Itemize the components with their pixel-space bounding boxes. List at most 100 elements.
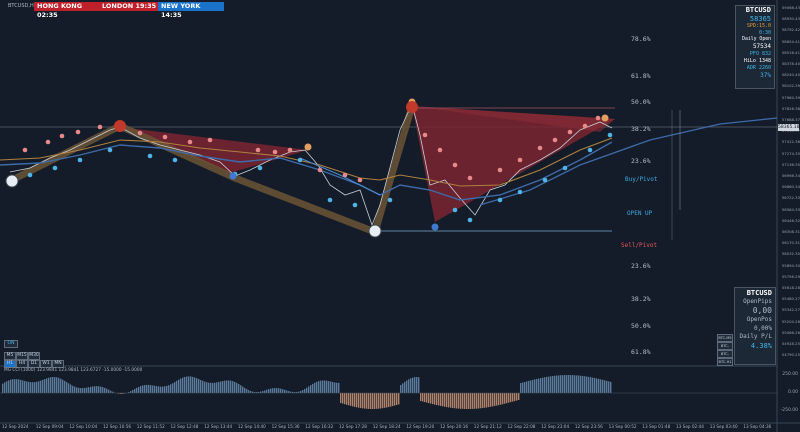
info-price: 58365 <box>749 15 771 23</box>
cci-histogram <box>2 375 612 409</box>
price-axis-label: 59068.43 <box>781 5 800 10</box>
timeframe-button-m5[interactable]: M5 <box>4 352 16 360</box>
timeframe-button-h4[interactable]: H4 <box>16 360 28 368</box>
time-axis-label: 12 Sep 15:36 <box>271 424 300 429</box>
price-axis-label: 56722.33 <box>781 195 800 201</box>
price-axis[interactable]: 59068.43 58930.43 58792.42 58654.41 58516.41… <box>777 0 800 366</box>
osc-axis-top: 250.00 <box>782 372 798 377</box>
pl-open-pips-label: OpenPips <box>743 298 772 305</box>
on-button[interactable]: ON <box>4 340 18 348</box>
time-axis-label: 12 Sep 14:40 <box>237 424 266 429</box>
price-axis-label: 55342.27 <box>781 307 800 313</box>
price-axis-label: 55066.26 <box>781 329 800 335</box>
time-axis-label: 12 Sep 23:04 <box>541 424 570 429</box>
info-spread: SPD:15.0 <box>746 23 771 29</box>
timeframe-button-m30[interactable]: M30 <box>28 352 40 360</box>
price-axis-label: 56170.31 <box>781 240 800 246</box>
side-button-m15[interactable]: BTC-M15 <box>717 342 733 354</box>
info-pfo: PFO 832 <box>749 51 771 57</box>
time-axis-label: 12 Sep 13:44 <box>204 424 233 429</box>
info-panel: BTCUSD 58365 SPD:15.0 0:30 Daily Open 57… <box>735 5 775 89</box>
pattern-triangle-right <box>412 106 615 222</box>
timeframe-button-w1[interactable]: W1 <box>40 360 52 368</box>
price-axis-label: 55204.26 <box>781 318 800 324</box>
time-axis-label: 12 Sep 11:52 <box>136 424 165 429</box>
time-axis-label: 13 Sep 04:36 <box>743 424 772 429</box>
ma-gold <box>0 137 613 187</box>
pattern-triangle-left <box>120 127 308 173</box>
time-axis-label: 13 Sep 00:52 <box>608 424 637 429</box>
session-hongkong: HONG KONG 02:35 <box>34 2 102 19</box>
session-london: LONDON 19:35 <box>99 2 161 11</box>
time-axis-label: 12 Sep 17:28 <box>339 424 367 429</box>
pattern-point-a <box>114 120 126 132</box>
price-axis-label: 55480.27 <box>781 296 800 302</box>
ma-blue-short <box>299 157 381 196</box>
time-axis-label: 12 Sep 16:32 <box>305 424 334 429</box>
fib-38-low: 38.2% <box>631 295 651 303</box>
pattern-point-x <box>5 174 19 188</box>
price-axis-label: 58102.39 <box>781 83 800 89</box>
price-axis-label: 56860.34 <box>781 184 800 190</box>
fib-23: 23.6% <box>631 157 651 165</box>
price-axis-label: 56998.34 <box>781 173 800 178</box>
pl-daily-label: Daily P/L <box>739 333 772 340</box>
pl-open-pips: 0,00 <box>752 306 772 315</box>
info-adr: ADR 2260 <box>746 65 771 71</box>
price-axis-label: 58930.43 <box>781 16 800 22</box>
time-axis-label: 12 Sep 2024 <box>2 424 29 429</box>
price-axis-label: 54790.25 <box>781 352 800 358</box>
indicator-label: MG CCI (1000) 123.9841 123.9841 123.6727… <box>4 368 143 373</box>
pl-symbol: BTCUSD <box>746 289 772 297</box>
price-axis-label: 54928.25 <box>781 341 800 346</box>
time-axis-label: 13 Sep 03:40 <box>709 424 738 429</box>
price-axis-label: 58792.42 <box>781 27 800 33</box>
time-axis[interactable]: 12 Sep 2024 12 Sep 09:04 12 Sep 10:04 12 Se… <box>0 423 777 432</box>
timeframe-button-m15[interactable]: M15 <box>16 352 28 360</box>
info-adr-pct: 37% <box>760 72 771 79</box>
price-axis-label: 56032.30 <box>781 251 800 257</box>
fib-78: 78.6% <box>631 35 651 43</box>
side-button-h1[interactable]: BTC-H1 <box>717 358 733 366</box>
time-axis-label: 12 Sep 19:20 <box>406 424 435 429</box>
time-axis-label: 12 Sep 23:56 <box>574 424 603 429</box>
fractal-markers <box>22 98 613 231</box>
fib-38: 38.2% <box>631 125 651 133</box>
price-axis-label: 57412.36 <box>781 139 800 145</box>
price-axis-label: 57826.38 <box>781 105 800 111</box>
timeframe-button-h1[interactable]: H1 <box>4 360 16 368</box>
price-axis-label: 58654.41 <box>781 38 800 44</box>
time-axis-label: 12 Sep 21:12 <box>473 424 502 429</box>
time-axis-label: 12 Sep 12:48 <box>170 424 199 429</box>
ma-blue <box>0 141 613 201</box>
fib-61: 61.8% <box>631 72 651 80</box>
pattern-point-c <box>406 101 418 113</box>
timeframe-button-mn[interactable]: MN <box>52 360 64 368</box>
info-hilo: HiLo 1348 <box>743 58 771 64</box>
info-daily-open-label: Daily Open <box>742 37 771 42</box>
fib-61-low: 61.8% <box>631 348 651 356</box>
pl-open-pos-label: OpenPos <box>746 316 772 323</box>
time-axis-label: 12 Sep 18:24 <box>372 424 401 429</box>
current-price-tag: 58365.18 <box>778 124 800 131</box>
info-symbol: BTCUSD <box>745 6 771 14</box>
timeframe-button-d1[interactable]: D1 <box>28 360 40 368</box>
open-up-label: OPEN UP <box>627 210 653 217</box>
price-axis-label: 58516.41 <box>781 49 800 55</box>
time-axis-label: 13 Sep 02:44 <box>676 424 704 429</box>
time-axis-label: 13 Sep 01:48 <box>642 424 671 429</box>
price-axis-label: 57688.37 <box>781 117 800 122</box>
sell-pivot-label: Sell/Pivot <box>621 242 658 249</box>
price-axis-label: 57964.39 <box>781 94 800 100</box>
pattern-leg <box>10 105 416 237</box>
price-axis-label: 56308.31 <box>781 229 800 234</box>
side-button-m5[interactable]: BTC-M5 <box>717 334 733 342</box>
price-axis-label: 56584.33 <box>781 206 800 212</box>
pl-panel: BTCUSD OpenPips 0,00 OpenPos 0,00% Daily… <box>734 287 776 365</box>
symbol-label: BTCUSD,H1 <box>8 3 37 9</box>
fib-23-low: 23.6% <box>631 262 651 270</box>
pattern-triangle-right2 <box>412 106 615 132</box>
side-button-m30[interactable]: BTC-M30 <box>717 350 733 362</box>
price-axis-label: 55894.30 <box>781 262 800 268</box>
